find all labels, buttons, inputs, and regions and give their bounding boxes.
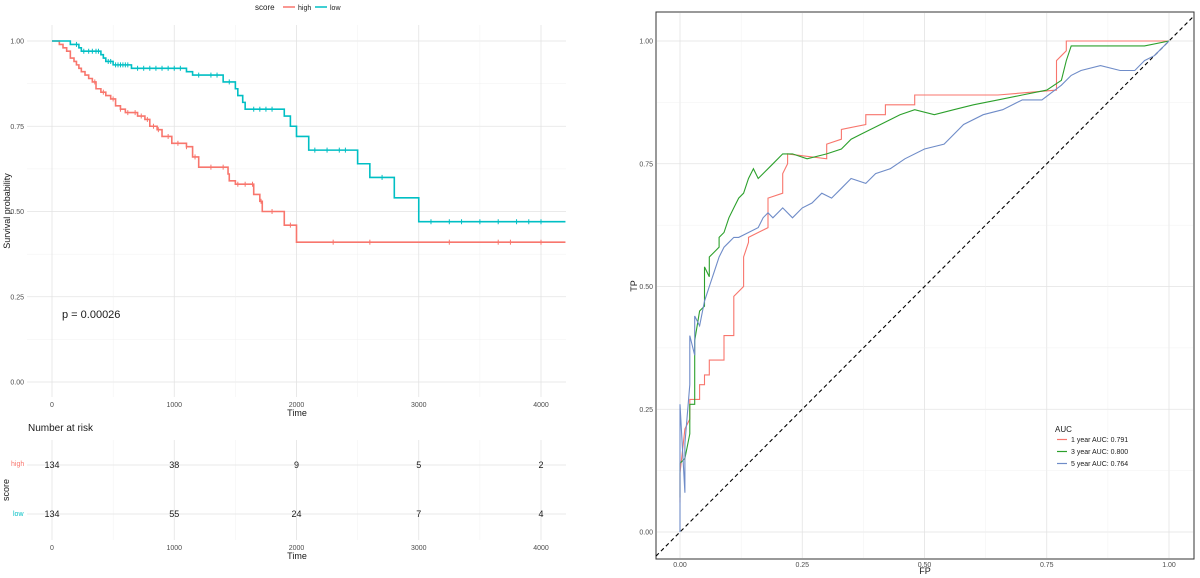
risk-x-tick-label-0: 0 [50,545,54,552]
roc-legend-title: AUC [1055,425,1072,434]
roc-y-tick-label-4: 1.00 [639,39,653,46]
risk-value-low-0: 134 [44,509,59,519]
risk-values: 134 38 9 5 2 134 55 24 7 4 [44,460,543,519]
risk-x-tick-label-4: 4000 [533,545,549,552]
roc-x-tick-label-3: 0.75 [1040,562,1054,569]
km-y-tick-label-4: 1.00 [10,39,24,46]
risk-x-ticks: 0 1000 2000 3000 4000 [50,545,549,552]
km-x-tick-label-3: 3000 [411,402,427,409]
roc-panel: 0.00 0.25 0.50 0.75 1.00 0.00 0.25 0.50 0.75 1.0… [629,11,1195,576]
km-curves [52,40,566,245]
roc-curve-1-year-auc-0-791 [679,40,1169,503]
km-y-tick-label-3: 0.75 [10,124,24,131]
roc-y-axis-title: TP [629,280,639,292]
risk-row-label-low: low [13,511,24,518]
risk-value-low-2: 24 [291,509,301,519]
risk-x-tick-label-2: 2000 [289,545,305,552]
roc-y-tick-label-2: 0.50 [639,284,653,291]
risk-value-high-1: 38 [169,460,179,470]
km-legend-label-high: high [298,5,311,12]
roc-x-axis-title: FP [919,566,931,576]
roc-y-tick-label-3: 0.75 [639,161,653,168]
km-x-ticks: 0 1000 2000 3000 4000 [50,402,549,409]
risk-value-high-0: 134 [44,460,59,470]
p-value-annotation: p = 0.00026 [62,309,120,321]
roc-y-ticks: 0.00 0.25 0.50 0.75 1.00 [639,39,653,537]
roc-legend-label-1: 3 year AUC: 0.800 [1071,449,1128,456]
km-curve-low [52,40,566,223]
km-y-ticks: 0.00 0.25 0.50 0.75 1.00 [10,39,24,387]
risk-value-high-4: 2 [538,460,543,470]
roc-legend-label-0: 1 year AUC: 0.791 [1071,437,1128,444]
roc-panel-border [655,11,1195,560]
km-x-tick-label-1: 1000 [166,402,182,409]
risk-value-high-2: 9 [294,460,299,470]
km-legend-entry-high: high [283,5,311,12]
risk-x-axis-title: Time [287,551,307,561]
risk-value-low-1: 55 [169,509,179,519]
km-grid [27,25,566,397]
risk-value-high-3: 5 [416,460,421,470]
risk-value-low-3: 7 [416,509,421,519]
roc-legend-label-2: 5 year AUC: 0.764 [1071,461,1128,468]
km-x-tick-label-2: 2000 [289,402,305,409]
km-y-tick-label-0: 0.00 [10,380,24,387]
roc-x-tick-label-4: 1.00 [1162,562,1176,569]
km-panel: score high low 0.00 0.25 0.50 0.75 1.00 0 100… [2,3,566,418]
km-curve-high [52,40,566,243]
roc-legend-entries: 1 year AUC: 0.791 3 year AUC: 0.800 5 year… [1057,437,1128,468]
roc-curves [679,40,1170,532]
km-x-axis-title: Time [287,408,307,418]
km-legend-entry-low: low [315,5,341,12]
km-legend-label-low: low [330,5,341,12]
km-y-tick-label-1: 0.25 [10,294,24,301]
risk-x-tick-label-3: 3000 [411,545,427,552]
risk-table-title: Number at risk [28,423,94,434]
roc-legend: AUC 1 year AUC: 0.791 3 year AUC: 0.800 5 … [1055,425,1128,468]
roc-y-tick-label-0: 0.00 [639,530,653,537]
km-y-tick-label-2: 0.50 [10,209,24,216]
risk-x-tick-label-1: 1000 [166,545,182,552]
risk-table-panel: Number at risk high low score 134 38 9 5 213… [1,423,566,561]
risk-y-axis-title: score [1,479,11,501]
risk-row-label-high: high [11,461,24,468]
risk-grid [27,440,566,540]
roc-x-tick-label-1: 0.25 [795,562,809,569]
roc-y-tick-label-1: 0.25 [639,407,653,414]
km-y-axis-title: Survival probability [2,173,12,249]
risk-value-low-4: 4 [538,509,543,519]
roc-x-tick-label-2: 0.50 [918,562,932,569]
km-x-tick-label-4: 4000 [533,402,549,409]
km-legend-title: score [255,3,275,12]
km-x-tick-label-0: 0 [50,402,54,409]
roc-x-ticks: 0.00 0.25 0.50 0.75 1.00 [673,562,1176,569]
roc-curve-5-year-auc-0-764 [679,40,1170,532]
roc-reference-diagonal [655,15,1195,557]
roc-x-tick-label-0: 0.00 [673,562,687,569]
